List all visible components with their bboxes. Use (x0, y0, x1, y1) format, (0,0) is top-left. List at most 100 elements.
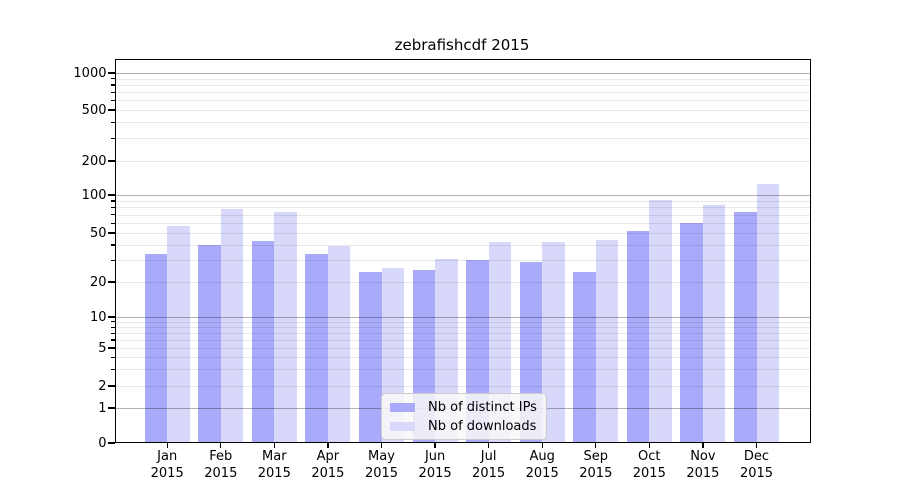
gridline-minor (114, 348, 811, 349)
gridline-major (114, 317, 811, 318)
x-tick-label-may: May 2015 (354, 449, 410, 482)
x-tick-mark (702, 443, 704, 448)
x-tick-month: Oct (638, 449, 661, 464)
gridline-minor (114, 333, 811, 334)
y-tick-mark (107, 232, 115, 234)
x-tick-mark (648, 443, 650, 448)
x-tick-year: 2015 (418, 465, 452, 481)
bar-sep-downloads (595, 239, 619, 443)
legend-label-distinct-ips: Nb of distinct IPs (428, 399, 537, 415)
y-minor-tick-mark (111, 326, 115, 328)
gridline-minor (114, 386, 811, 387)
x-tick-label-sep: Sep 2015 (568, 449, 624, 482)
gridline-minor (114, 321, 811, 323)
x-tick-month: Jun (424, 449, 446, 464)
y-minor-tick-mark (111, 259, 115, 262)
gridline-minor (114, 244, 811, 246)
y-tick-label: 1000 (73, 65, 107, 81)
y-tick-mark (107, 407, 115, 409)
bar-jan-downloads (167, 225, 190, 443)
x-tick-month: May (368, 449, 395, 464)
x-tick-label-mar: Mar 2015 (246, 449, 302, 482)
x-tick-label-dec: Dec 2015 (729, 449, 785, 482)
x-tick-year: 2015 (311, 465, 345, 481)
y-minor-tick-mark (111, 321, 115, 323)
y-minor-tick-mark (111, 222, 115, 224)
x-tick-year: 2015 (204, 465, 238, 481)
gridline-major (114, 73, 811, 74)
y-tick-label: 1 (98, 400, 107, 416)
y-minor-tick-mark (111, 214, 115, 216)
y-tick-label: 50 (89, 225, 107, 241)
gridline-minor (114, 122, 811, 124)
y-tick-mark (107, 347, 115, 349)
x-tick-mark (488, 443, 490, 448)
x-tick-year: 2015 (525, 465, 559, 481)
bar-oct-downloads (649, 200, 672, 443)
x-tick-month: Apr (316, 449, 340, 464)
y-minor-tick-mark (111, 356, 115, 359)
x-tick-mark (380, 443, 383, 448)
x-tick-label-nov: Nov 2015 (675, 449, 731, 482)
gridline-minor (114, 260, 811, 262)
x-tick-year: 2015 (739, 465, 774, 481)
gridline-minor (114, 233, 811, 234)
y-tick-mark (107, 109, 115, 111)
gridline-minor (114, 214, 811, 216)
gridline-minor (114, 84, 811, 86)
x-tick-month: Jul (480, 449, 497, 464)
bar-may-distinct-ips (359, 272, 382, 443)
gridline-minor (114, 200, 811, 202)
gridline-minor (114, 92, 811, 93)
x-tick-year: 2015 (472, 465, 506, 481)
x-tick-mark (541, 443, 543, 448)
y-tick-label: 2 (98, 378, 107, 394)
bar-mar-distinct-ips (251, 241, 275, 443)
gridline-minor (114, 110, 811, 111)
x-tick-month: Nov (690, 449, 716, 464)
y-tick-label: 20 (89, 274, 107, 290)
x-tick-label-apr: Apr 2015 (300, 449, 356, 482)
y-tick-mark (107, 72, 115, 74)
x-tick-label-aug: Aug 2015 (514, 449, 570, 482)
y-minor-tick-mark (111, 121, 115, 124)
gridline-minor (114, 357, 811, 359)
y-minor-tick-mark (111, 84, 115, 86)
y-tick-label: 500 (81, 102, 107, 118)
x-tick-label-jun: Jun 2015 (407, 449, 463, 482)
bar-aug-downloads (542, 242, 565, 443)
x-tick-month: Aug (529, 449, 555, 464)
x-tick-year: 2015 (579, 465, 613, 481)
bar-jul-downloads (488, 242, 512, 443)
gridline-minor (114, 207, 811, 209)
gridline-minor (114, 223, 811, 224)
y-minor-tick-mark (111, 137, 115, 140)
y-tick-label: 200 (81, 153, 107, 169)
x-tick-mark (327, 443, 329, 448)
x-tick-label-jan: Jan 2015 (139, 449, 195, 482)
y-minor-tick-mark (111, 200, 115, 202)
bar-mar-downloads (274, 212, 297, 443)
y-tick-label: 5 (98, 340, 107, 356)
x-tick-month: Dec (743, 449, 770, 464)
y-tick-label: 100 (81, 187, 107, 203)
x-tick-month: Sep (583, 449, 609, 464)
bar-apr-distinct-ips (305, 253, 328, 443)
gridline-minor (114, 78, 811, 80)
bar-oct-distinct-ips (626, 230, 650, 443)
y-tick-mark (107, 385, 115, 387)
y-tick-label: 10 (89, 309, 107, 325)
chart-title: zebrafishcdf 2015 (394, 36, 530, 54)
bar-feb-downloads (220, 209, 244, 443)
gridline-minor (114, 327, 811, 328)
bar-apr-downloads (327, 246, 351, 443)
x-tick-label-oct: Oct 2015 (621, 449, 677, 482)
gridline-major (114, 195, 811, 196)
x-tick-mark (166, 443, 168, 448)
legend-item-downloads: Nb of downloads (390, 418, 538, 434)
legend: Nb of distinct IPs Nb of downloads (381, 393, 547, 440)
legend-swatch-distinct-ips (390, 402, 415, 412)
gridline-minor (114, 100, 811, 102)
x-tick-month: Feb (209, 449, 233, 464)
